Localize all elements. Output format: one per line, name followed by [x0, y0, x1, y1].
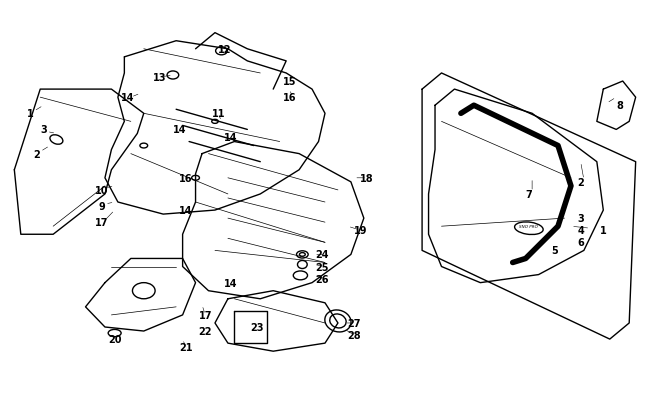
Text: 14: 14: [179, 206, 192, 215]
Text: 18: 18: [360, 173, 374, 183]
Text: 1: 1: [600, 226, 606, 236]
Text: 19: 19: [354, 226, 367, 236]
Text: 15: 15: [283, 77, 296, 87]
Text: 8: 8: [616, 101, 623, 111]
Text: 27: 27: [347, 318, 361, 328]
Text: 16: 16: [283, 93, 296, 103]
Text: 6: 6: [577, 238, 584, 248]
Text: 5: 5: [551, 246, 558, 256]
Text: 17: 17: [198, 310, 212, 320]
Text: 11: 11: [211, 109, 225, 119]
Text: 3: 3: [577, 213, 584, 224]
Text: 23: 23: [250, 322, 264, 332]
Text: 2: 2: [577, 177, 584, 188]
Text: 7: 7: [525, 190, 532, 199]
Text: 14: 14: [121, 93, 135, 103]
Text: 20: 20: [108, 334, 122, 344]
Text: 9: 9: [98, 202, 105, 211]
Text: 14: 14: [224, 278, 238, 288]
Text: 10: 10: [95, 185, 109, 196]
Text: 12: 12: [218, 45, 231, 55]
Text: 24: 24: [315, 250, 328, 260]
Text: 14: 14: [173, 125, 186, 135]
Text: 14: 14: [224, 133, 238, 143]
Text: 17: 17: [95, 217, 109, 228]
Text: 2: 2: [34, 149, 40, 159]
Text: 1: 1: [27, 109, 34, 119]
Text: 3: 3: [40, 125, 47, 135]
Text: 25: 25: [315, 262, 328, 272]
Text: 28: 28: [347, 330, 361, 340]
Text: 16: 16: [179, 173, 192, 183]
Text: 22: 22: [198, 326, 212, 336]
Text: 4: 4: [577, 226, 584, 236]
Text: 26: 26: [315, 274, 328, 284]
Text: SNO PRO: SNO PRO: [519, 225, 538, 229]
Text: 13: 13: [153, 73, 166, 83]
Text: 21: 21: [179, 342, 192, 352]
